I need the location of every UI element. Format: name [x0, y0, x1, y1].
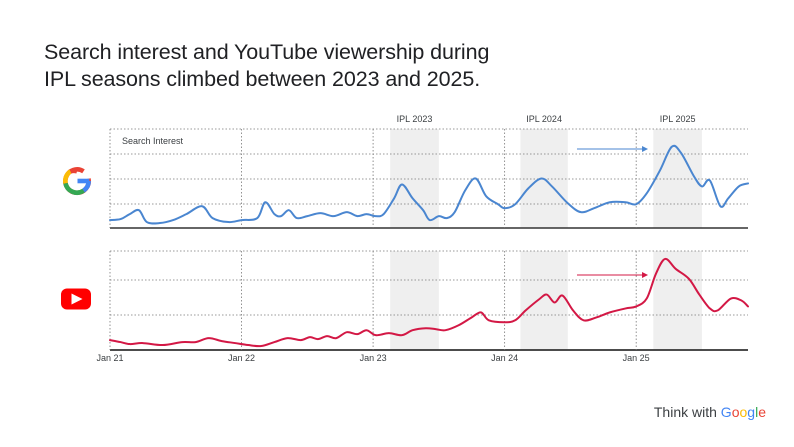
gridlines	[109, 128, 748, 351]
x-axis-ticks: Jan 21 Jan 22 Jan 23 Jan 24 Jan 25	[96, 353, 649, 363]
google-letter: g	[747, 404, 756, 420]
ipl-label: IPL 2025	[660, 114, 696, 124]
google-letter: o	[731, 404, 740, 420]
ipl-band	[653, 129, 702, 228]
google-letter: o	[739, 404, 748, 420]
ipl-band	[520, 251, 568, 350]
arrow-head	[642, 146, 649, 152]
search-interest-label: Search Interest	[122, 136, 184, 146]
headline: Search interest and YouTube viewership d…	[44, 39, 664, 93]
headline-line-1: Search interest and YouTube viewership d…	[44, 40, 490, 64]
series-lines	[109, 144, 749, 348]
panel-label-bg	[111, 130, 191, 150]
google-letter: l	[755, 404, 759, 420]
x-tick-label: Jan 24	[491, 353, 518, 363]
ipl-highlight-bands	[390, 129, 702, 350]
headline-line-2: IPL seasons climbed between 2023 and 202…	[44, 67, 481, 91]
ipl-labels: IPL 2023 IPL 2024 IPL 2025	[397, 114, 696, 124]
x-tick-label: Jan 21	[96, 353, 123, 363]
x-tick-label: Jan 23	[360, 353, 387, 363]
ipl-band	[390, 129, 439, 228]
arrow-head	[642, 272, 649, 278]
arrows	[576, 146, 649, 278]
google-wordmark: Google	[721, 404, 766, 420]
x-tick-label: Jan 22	[228, 353, 255, 363]
youtube-growth-arrow	[576, 272, 649, 278]
youtube-line	[109, 257, 749, 348]
x-tick-label: Jan 25	[623, 353, 650, 363]
panel-labels: Search Interest	[111, 130, 191, 150]
think-with-google-footer: Think with Google	[654, 404, 766, 420]
google-g-logo-icon	[62, 167, 92, 195]
ipl-band	[390, 251, 439, 350]
search-growth-arrow	[576, 146, 649, 152]
ipl-label: IPL 2023	[397, 114, 433, 124]
search-interest-line	[109, 144, 749, 225]
google-letter: e	[758, 404, 766, 420]
ipl-label: IPL 2024	[526, 114, 562, 124]
google-letter: G	[720, 404, 732, 420]
footer-prefix: Think with	[653, 404, 721, 420]
ipl-band	[653, 251, 702, 350]
youtube-play-icon	[61, 288, 91, 310]
